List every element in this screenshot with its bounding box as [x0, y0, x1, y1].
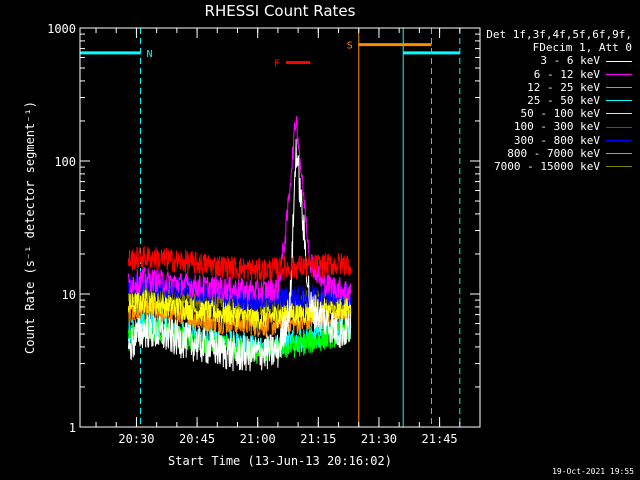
annotation-label-0: N: [146, 49, 152, 60]
x-tick-label-1: 20:45: [179, 432, 215, 446]
series-line-0: [127, 138, 352, 372]
series-line-5: [127, 245, 352, 282]
series-line-1: [127, 115, 352, 303]
legend-label: 6 - 12 keV: [533, 67, 600, 81]
plot-frame: [79, 27, 481, 428]
legend-header-line-1: Det 1f,3f,4f,5f,6f,9f,: [486, 28, 632, 41]
legend-rows: 3 - 6 keV 6 - 12 keV 12 - 25 keV 25 - 50 ke…: [486, 54, 632, 173]
legend-entry-7: 800 - 7000 keV: [486, 147, 632, 160]
legend-label: 300 - 800 keV: [513, 133, 600, 147]
legend-entry-6: 300 - 800 keV: [486, 134, 632, 147]
legend-label: 800 - 7000 keV: [507, 146, 600, 160]
legend-swatch: [606, 73, 632, 75]
legend-label: 3 - 6 keV: [540, 54, 600, 68]
axes-layer: 20:30 20:45 21:00 21:15 21:30 21:45 1 10 100 1000…: [23, 22, 481, 468]
legend-label: 100 - 300 keV: [513, 120, 600, 134]
legend-entry-2: 12 - 25 keV: [486, 81, 632, 94]
legend-swatch: [606, 86, 632, 88]
legend-entry-1: 6 - 12 keV: [486, 68, 632, 81]
legend: Det 1f,3f,4f,5f,6f,9f, FDecim 1, Att 0 3…: [486, 28, 632, 173]
legend-entry-8: 7000 - 15000 keV: [486, 160, 632, 173]
legend-swatch: [606, 60, 632, 62]
legend-swatch: [606, 166, 632, 168]
legend-swatch: [606, 100, 632, 102]
legend-label: 12 - 25 keV: [527, 80, 600, 94]
y-tick-label-0: 1: [69, 421, 76, 435]
x-tick-label-4: 21:30: [361, 432, 397, 446]
series-layer: [127, 115, 352, 372]
chart-title: RHESSI Count Rates: [204, 2, 356, 20]
y-tick-label-2: 100: [54, 155, 76, 169]
legend-header-line-2: FDecim 1, Att 0: [532, 41, 632, 55]
x-tick-label-3: 21:15: [300, 432, 336, 446]
legend-swatch: [606, 126, 632, 128]
annotation-label-3: F: [274, 59, 280, 70]
legend-label: 50 - 100 keV: [520, 107, 600, 121]
x-tick-label-5: 21:45: [422, 432, 458, 446]
x-tick-label-2: 21:00: [240, 432, 276, 446]
legend-entry-0: 3 - 6 keV: [486, 54, 632, 67]
legend-swatch: [606, 113, 632, 115]
legend-swatch: [606, 152, 632, 154]
annotation-label-2: S: [347, 41, 353, 52]
legend-swatch: [606, 139, 632, 141]
y-tick-label-1: 10: [62, 288, 76, 302]
legend-entry-5: 100 - 300 keV: [486, 120, 632, 133]
timestamp: 19-Oct-2021 19:55: [552, 467, 634, 476]
legend-entry-3: 25 - 50 keV: [486, 94, 632, 107]
y-tick-label-3: 1000: [47, 22, 76, 36]
legend-entry-4: 50 - 100 keV: [486, 107, 632, 120]
annotation-layer: N S F: [79, 28, 461, 427]
legend-label: 25 - 50 keV: [527, 94, 600, 108]
legend-label: 7000 - 15000 keV: [494, 160, 600, 174]
x-tick-label-0: 20:30: [118, 432, 154, 446]
x-axis-label: Start Time (13-Jun-13 20:16:02): [168, 454, 392, 468]
y-axis-label: Count Rate (s⁻¹ detector segment⁻¹): [23, 101, 37, 354]
